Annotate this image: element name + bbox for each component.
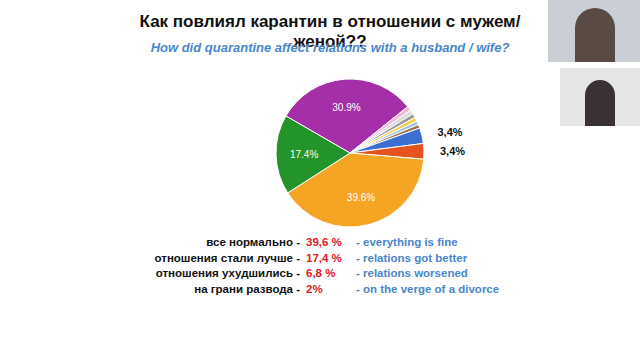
html-text:Как повлиял карантин в отношен: Как повлиял карантин в отношении с мужем… [139,12,521,51]
svg-text:30.9%: 30.9% [332,102,360,113]
svg-text:17.4%: 17.4% [290,149,318,160]
svg-text:39.6%: 39.6% [347,192,375,203]
html-text:39,6 %: 39,6 % [306,236,342,248]
html-text:6,8 %: 6,8 % [306,267,336,279]
html-text:17,4 %: 17,4 % [306,251,342,264]
html-text:- everything is fine: - everything is fine [356,236,458,248]
svg-text:3,4%: 3,4% [440,145,465,157]
html-text:отношения стали лучше -: отношения стали лучше - [154,251,300,264]
html-text:- relations got better: - relations got better [356,251,468,264]
html-text:все нормально -: все нормально - [206,236,300,248]
html-text:отношения ухудшились -: отношения ухудшились - [155,267,300,279]
html-text:How did quarantine affect rela: How did quarantine affect relations with… [150,40,510,55]
html-text:- relations worsened: - relations worsened [356,267,468,279]
html-text:на грани развода -: на грани развода - [194,282,300,295]
html-text:- on the verge of a divorce: - on the verge of a divorce [356,282,500,295]
html-text:2%: 2% [306,282,323,295]
svg-text:3,4%: 3,4% [437,126,462,138]
